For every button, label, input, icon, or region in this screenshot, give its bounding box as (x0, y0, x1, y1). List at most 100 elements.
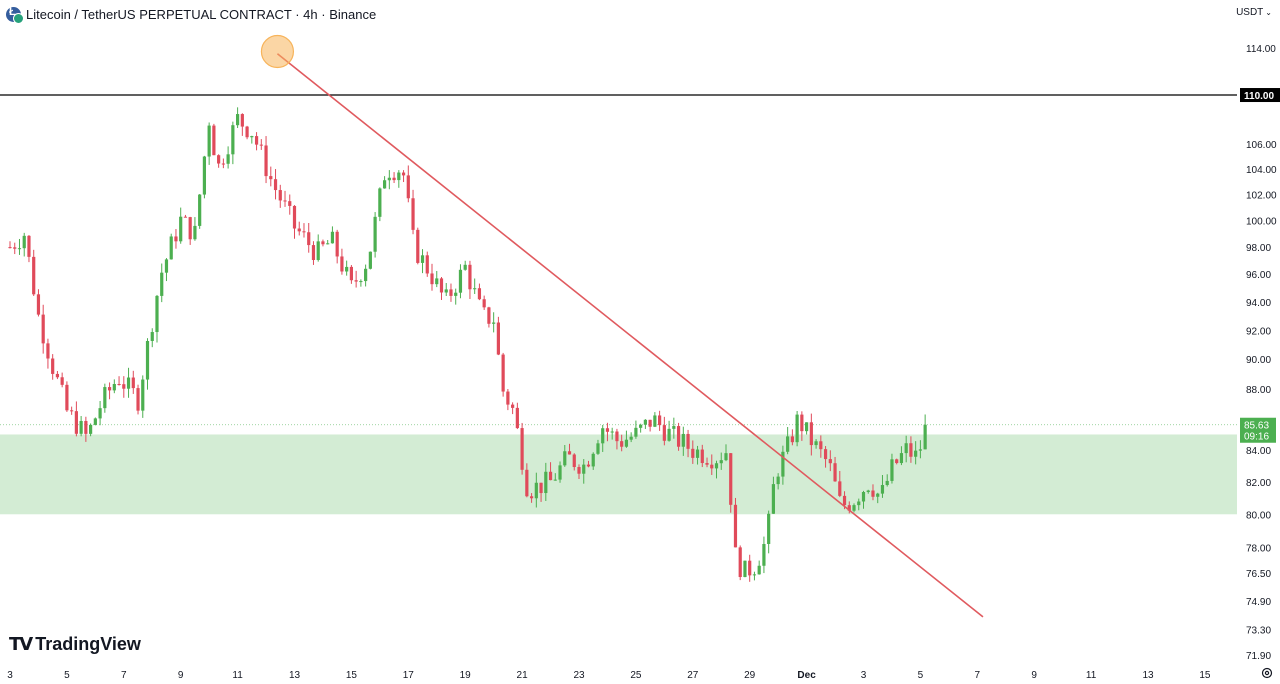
candle[interactable] (17, 238, 22, 255)
candle[interactable] (179, 207, 183, 244)
candle[interactable] (653, 412, 657, 428)
candle[interactable] (292, 205, 297, 239)
candle[interactable] (496, 316, 500, 356)
candle[interactable] (302, 223, 306, 238)
candle[interactable] (567, 443, 572, 455)
candle[interactable] (41, 304, 45, 354)
candle[interactable] (226, 146, 230, 169)
candle[interactable] (155, 294, 159, 343)
candle[interactable] (8, 241, 12, 249)
candle[interactable] (814, 439, 818, 449)
candle[interactable] (345, 260, 349, 276)
candle[interactable] (847, 501, 851, 514)
candle[interactable] (601, 424, 605, 452)
candle[interactable] (193, 217, 197, 241)
candle[interactable] (430, 263, 434, 291)
candle[interactable] (463, 260, 467, 271)
candle[interactable] (648, 419, 652, 432)
candle[interactable] (150, 328, 154, 348)
candle[interactable] (629, 432, 633, 443)
candle[interactable] (748, 554, 752, 582)
candle[interactable] (283, 190, 287, 207)
candle[interactable] (217, 154, 221, 168)
candle[interactable] (202, 155, 207, 199)
tradingview-logo[interactable]: 𝗧𝗩 TradingView (9, 634, 141, 655)
candle[interactable] (605, 422, 610, 442)
candle[interactable] (539, 482, 543, 502)
candle[interactable] (122, 376, 126, 398)
candle[interactable] (743, 560, 747, 578)
candle[interactable] (444, 283, 448, 297)
candle[interactable] (591, 452, 595, 470)
candle[interactable] (923, 414, 927, 450)
candle[interactable] (795, 411, 799, 447)
candle[interactable] (240, 113, 244, 136)
candle[interactable] (738, 545, 742, 581)
candle[interactable] (515, 402, 519, 430)
candle[interactable] (520, 422, 524, 475)
candle[interactable] (32, 249, 36, 296)
candle[interactable] (658, 410, 662, 431)
currency-selector[interactable]: USDT ⌄ (1236, 7, 1272, 18)
candle[interactable] (762, 536, 766, 574)
candle[interactable] (387, 170, 391, 190)
candle[interactable] (164, 258, 169, 282)
candle[interactable] (719, 452, 723, 470)
candle[interactable] (895, 458, 899, 465)
candle[interactable] (871, 484, 875, 501)
candle[interactable] (397, 170, 401, 188)
candle[interactable] (212, 123, 216, 156)
candle[interactable] (700, 444, 704, 468)
candle[interactable] (781, 445, 785, 485)
candle[interactable] (771, 476, 776, 514)
candle[interactable] (231, 121, 235, 165)
candle[interactable] (733, 497, 738, 548)
candle[interactable] (79, 416, 83, 437)
candle[interactable] (525, 463, 529, 498)
candle[interactable] (582, 459, 586, 484)
candle[interactable] (89, 423, 93, 437)
candle[interactable] (221, 158, 225, 169)
candle[interactable] (615, 428, 619, 450)
candle[interactable] (667, 420, 671, 442)
candle[interactable] (705, 457, 709, 468)
candle[interactable] (577, 464, 581, 479)
candle[interactable] (321, 239, 325, 247)
candle[interactable] (174, 229, 178, 249)
candle[interactable] (373, 212, 377, 258)
candle[interactable] (254, 132, 259, 151)
candle[interactable] (60, 372, 64, 388)
candle[interactable] (572, 453, 576, 471)
candle[interactable] (136, 384, 140, 415)
candle[interactable] (899, 446, 904, 466)
candle[interactable] (46, 338, 50, 369)
candle[interactable] (359, 279, 363, 287)
candle[interactable] (724, 444, 728, 462)
candle[interactable] (805, 422, 809, 435)
candle[interactable] (558, 461, 562, 483)
candle[interactable] (757, 560, 761, 575)
gear-icon[interactable] (1260, 666, 1274, 680)
candle[interactable] (686, 429, 690, 458)
candle[interactable] (288, 194, 292, 215)
candle[interactable] (112, 379, 116, 394)
candle[interactable] (800, 411, 804, 441)
candle[interactable] (695, 445, 700, 465)
candle[interactable] (335, 229, 339, 264)
candle[interactable] (714, 460, 719, 479)
candle[interactable] (411, 189, 415, 235)
candle[interactable] (36, 289, 41, 317)
candle[interactable] (729, 453, 733, 513)
candle[interactable] (126, 367, 131, 398)
candle[interactable] (236, 107, 240, 129)
candle[interactable] (131, 370, 135, 394)
candle[interactable] (885, 474, 889, 487)
candle[interactable] (876, 492, 880, 504)
candle[interactable] (435, 270, 439, 288)
candle[interactable] (278, 184, 282, 208)
candle[interactable] (392, 172, 396, 184)
candle[interactable] (269, 166, 273, 187)
candle[interactable] (790, 429, 794, 446)
candle[interactable] (160, 263, 164, 303)
